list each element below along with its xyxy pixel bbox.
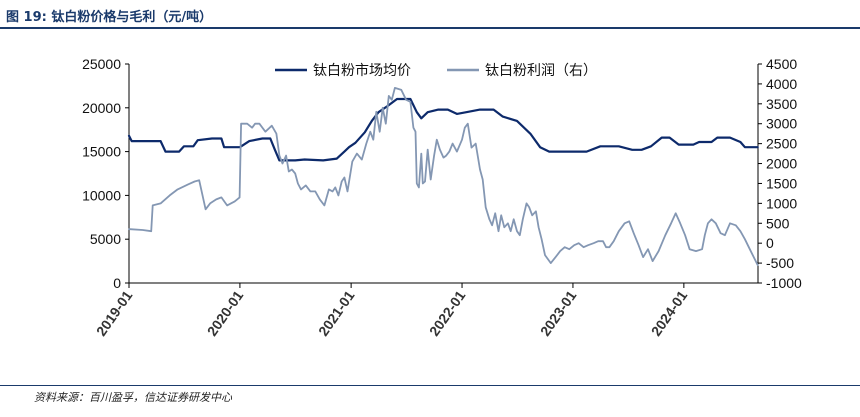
- right-tick-label: 2000: [766, 156, 797, 172]
- right-tick-label: 3500: [766, 96, 797, 112]
- left-y-ticks: 0 5000 10000 15000 20000 25000: [82, 56, 129, 291]
- right-tick-label: 1500: [766, 175, 797, 191]
- right-tick-label: 1000: [766, 195, 797, 211]
- right-tick-label: 4000: [766, 76, 797, 92]
- left-tick-label: 0: [113, 275, 121, 291]
- x-tick-label: 2021-01: [315, 287, 358, 338]
- x-tick-label: 2020-01: [204, 287, 247, 338]
- left-tick-label: 20000: [82, 100, 121, 116]
- left-tick-label: 15000: [82, 144, 121, 160]
- left-tick-label: 5000: [90, 231, 121, 247]
- x-ticks: 2019-01 2020-01 2021-01 2022-01 2023-01 2024-…: [93, 283, 691, 339]
- series-group: [127, 87, 759, 266]
- right-tick-label: 0: [766, 235, 774, 251]
- source-rule: [0, 385, 860, 386]
- x-tick-label: 2023-01: [537, 287, 580, 338]
- right-y-ticks: -1000 -500 0 500 1000 1500 2000 2500 3000 3500 400…: [758, 56, 802, 291]
- price-series-line: [127, 97, 759, 162]
- right-tick-label: 3000: [766, 116, 797, 132]
- source-note: 资料来源：百川盈孚，信达证券研发中心: [34, 391, 232, 404]
- legend-label-profit: 钛白粉利润（右）: [485, 63, 597, 79]
- left-tick-label: 10000: [82, 187, 121, 203]
- chart-legend: 钛白粉市场均价 钛白粉利润（右）: [275, 62, 597, 79]
- right-tick-label: 4500: [766, 56, 797, 72]
- right-tick-label: 2500: [766, 136, 797, 152]
- x-tick-label: 2022-01: [426, 287, 469, 338]
- right-tick-label: -500: [766, 255, 794, 271]
- x-tick-label: 2019-01: [93, 287, 136, 338]
- title-rule: [0, 27, 860, 29]
- chart-axes: [128, 64, 759, 284]
- legend-label-price: 钛白粉市场均价: [313, 62, 411, 79]
- right-tick-label: -1000: [766, 275, 802, 291]
- x-tick-label: 2024-01: [648, 287, 691, 338]
- figure-title: 图 19: 钛白粉价格与毛利（元/吨）: [6, 10, 213, 25]
- left-tick-label: 25000: [82, 56, 121, 72]
- profit-series-line: [128, 87, 759, 266]
- right-tick-label: 500: [766, 215, 790, 231]
